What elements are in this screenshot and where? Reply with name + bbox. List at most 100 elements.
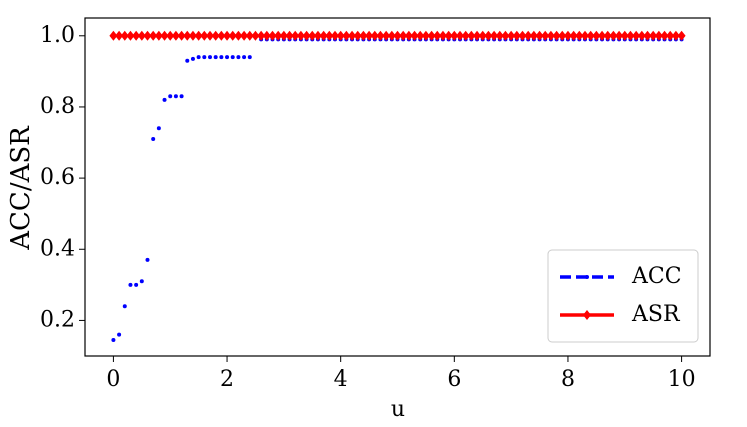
data-point (348, 30, 357, 41)
data-point (473, 30, 482, 41)
data-point (251, 30, 260, 41)
data-point (325, 30, 334, 41)
data-point (666, 30, 675, 41)
data-point (495, 30, 504, 41)
legend-label: ACC (631, 264, 682, 289)
data-point (200, 30, 209, 41)
data-point (230, 55, 235, 60)
data-point (211, 30, 220, 41)
data-point (154, 30, 163, 41)
data-point (313, 30, 322, 41)
data-point (478, 30, 487, 41)
data-point (285, 30, 294, 41)
data-point (109, 30, 118, 41)
x-tick-label: 10 (668, 367, 696, 392)
data-point (137, 30, 146, 41)
data-point (225, 55, 230, 60)
data-point (183, 30, 192, 41)
data-point (132, 30, 141, 41)
data-point (518, 30, 527, 41)
data-point (490, 30, 499, 41)
data-point (206, 30, 214, 41)
data-point (410, 30, 419, 41)
data-point (677, 30, 686, 41)
data-point (291, 30, 300, 41)
data-point (416, 30, 425, 41)
data-point (433, 30, 442, 41)
y-tick-label: 0.2 (40, 307, 75, 332)
data-point (387, 30, 396, 41)
data-point (213, 55, 218, 60)
data-point (160, 30, 169, 41)
data-point (620, 30, 629, 41)
data-point (190, 56, 195, 61)
data-point (151, 136, 156, 141)
data-point (507, 30, 516, 41)
data-point (166, 30, 175, 41)
x-tick-label: 6 (447, 367, 461, 392)
data-point (461, 30, 470, 41)
data-point (120, 30, 129, 41)
data-point (296, 30, 305, 41)
data-point (179, 94, 184, 99)
data-point (115, 30, 124, 41)
data-point (660, 30, 669, 41)
data-point (450, 30, 459, 41)
data-point (162, 97, 167, 102)
data-point (535, 30, 544, 41)
data-point (168, 94, 173, 99)
data-point (632, 30, 641, 41)
data-point (234, 30, 243, 41)
data-point (342, 30, 351, 41)
data-point (111, 337, 116, 342)
data-point (456, 30, 464, 41)
y-axis-label: ACC/ASR (6, 125, 36, 251)
data-point (257, 30, 266, 41)
data-point (353, 30, 362, 41)
data-point (501, 30, 510, 41)
legend: ACC ASR (547, 249, 699, 343)
data-point (196, 55, 201, 60)
data-point (117, 332, 122, 337)
legend-marker (583, 310, 591, 320)
x-axis-label: u (391, 397, 405, 422)
y-tick-label: 0.4 (40, 236, 75, 261)
data-point (177, 30, 186, 41)
data-point (399, 30, 408, 41)
legend-marker (585, 275, 589, 279)
legend-label: ASR (631, 302, 681, 327)
data-point (586, 30, 595, 41)
data-point (359, 30, 368, 41)
data-point (202, 55, 207, 60)
data-point (219, 55, 224, 60)
data-point (541, 30, 550, 41)
legend-box (547, 249, 699, 343)
data-point (444, 30, 453, 41)
data-point (592, 30, 601, 41)
data-point (427, 30, 436, 41)
data-point (139, 279, 144, 284)
data-point (365, 30, 374, 41)
data-point (134, 282, 139, 287)
data-point (649, 30, 658, 41)
data-point (228, 30, 237, 41)
data-point (208, 55, 212, 60)
data-point (558, 30, 567, 41)
data-point (671, 30, 680, 41)
data-point (268, 30, 277, 41)
data-point (575, 30, 584, 41)
data-point (603, 30, 612, 41)
data-point (319, 30, 328, 41)
data-point (626, 30, 635, 41)
data-point (643, 30, 652, 41)
data-point (149, 30, 158, 41)
data-point (581, 30, 589, 41)
data-point (546, 30, 555, 41)
data-point (143, 30, 152, 41)
data-point (438, 30, 447, 41)
data-point (274, 30, 283, 41)
data-point (421, 30, 430, 41)
data-point (262, 30, 271, 41)
data-point (145, 257, 150, 262)
